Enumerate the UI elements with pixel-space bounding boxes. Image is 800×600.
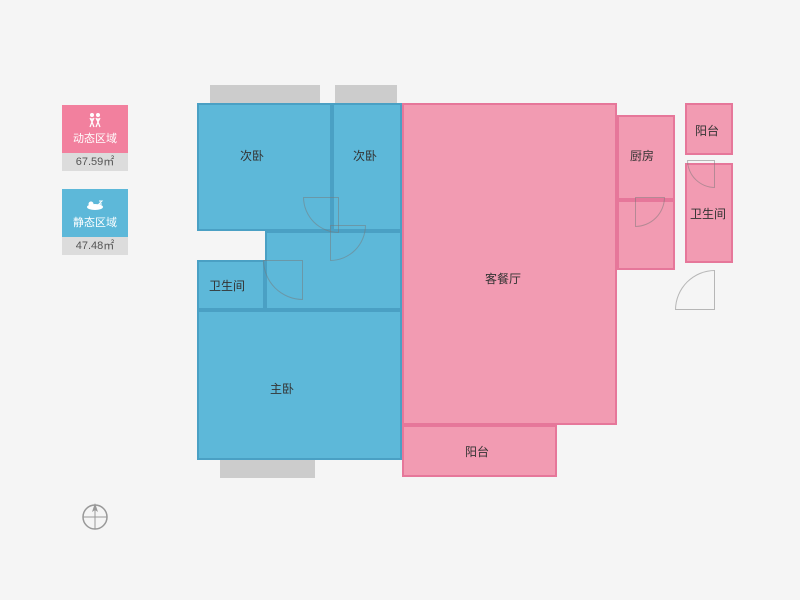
room-label-balcony-small: 阳台 (695, 122, 719, 139)
room-label-living: 客餐厅 (485, 270, 521, 287)
wall-gap (210, 85, 320, 103)
legend-static-value: 47.48㎡ (62, 237, 128, 255)
room-living (402, 103, 617, 425)
people-icon (85, 112, 105, 128)
legend-static: 静态区域 47.48㎡ (62, 189, 128, 255)
legend-static-header: 静态区域 (62, 189, 128, 237)
legend-static-title: 静态区域 (73, 214, 117, 230)
wall-gap (220, 460, 315, 478)
room-secondary-bed-2 (332, 103, 402, 231)
room-label-master-bed: 主卧 (270, 380, 294, 397)
legend-dynamic: 动态区域 67.59㎡ (62, 105, 128, 171)
compass-icon (78, 500, 112, 534)
sleep-icon (85, 196, 105, 212)
legend-dynamic-title: 动态区域 (73, 130, 117, 146)
legend: 动态区域 67.59㎡ 静态区域 47.48㎡ (62, 105, 128, 273)
room-label-secondary-bed-2: 次卧 (353, 147, 377, 164)
room-label-kitchen: 厨房 (630, 147, 654, 164)
wall-gap (335, 85, 397, 103)
legend-dynamic-value: 67.59㎡ (62, 153, 128, 171)
room-label-balcony-main: 阳台 (465, 443, 489, 460)
room-master-bed (197, 310, 402, 460)
door-arc (675, 270, 715, 310)
floorplan: 次卧次卧卫生间主卧客餐厅厨房阳台卫生间阳台 (175, 85, 745, 515)
legend-dynamic-header: 动态区域 (62, 105, 128, 153)
room-label-bathroom-1: 卫生间 (209, 277, 245, 294)
room-label-bathroom-2: 卫生间 (690, 205, 726, 222)
room-label-secondary-bed-1: 次卧 (240, 147, 264, 164)
